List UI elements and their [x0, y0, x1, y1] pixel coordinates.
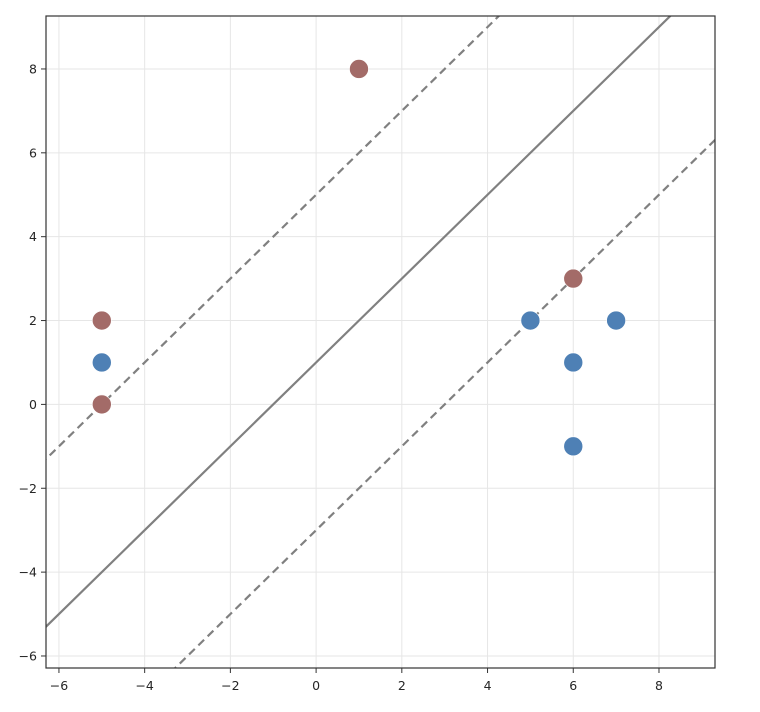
- x-tick-label: 2: [398, 678, 406, 693]
- y-tick-label: 8: [29, 61, 37, 76]
- y-tick-label: 2: [29, 313, 37, 328]
- data-points: [92, 59, 626, 457]
- y-tick-label: 0: [29, 397, 37, 412]
- y-tick-label: −4: [19, 565, 37, 580]
- data-point: [563, 436, 584, 457]
- data-point: [92, 352, 112, 373]
- data-point: [563, 352, 584, 373]
- y-tick-label: −2: [19, 481, 37, 496]
- x-tick-label: −6: [50, 678, 68, 693]
- y-axis-ticks: −6 −4 −2 0 2 4 6 8: [19, 61, 46, 663]
- data-point: [520, 310, 541, 331]
- x-tick-label: 0: [312, 678, 320, 693]
- x-tick-label: 8: [655, 678, 663, 693]
- plot-background: [46, 16, 715, 668]
- x-tick-label: −2: [221, 678, 239, 693]
- margin-lower-line: [173, 138, 715, 668]
- margin-upper-line: [46, 16, 501, 461]
- plot-frame: [45, 15, 716, 669]
- data-point: [606, 310, 626, 331]
- x-axis-ticks: −6 −4 −2 0 2 4 6 8: [50, 668, 663, 693]
- grid-lines: [46, 16, 715, 668]
- boundary-lines: [46, 16, 715, 668]
- data-point: [92, 310, 112, 331]
- data-point: [563, 268, 584, 289]
- data-point: [92, 394, 112, 415]
- decision-boundary-line: [46, 16, 672, 629]
- y-tick-label: 6: [29, 145, 37, 160]
- data-point: [349, 59, 369, 79]
- y-tick-label: −6: [19, 648, 37, 663]
- x-tick-label: 4: [484, 678, 492, 693]
- y-tick-label: 4: [29, 229, 37, 244]
- x-tick-label: 6: [569, 678, 577, 693]
- x-tick-label: −4: [135, 678, 153, 693]
